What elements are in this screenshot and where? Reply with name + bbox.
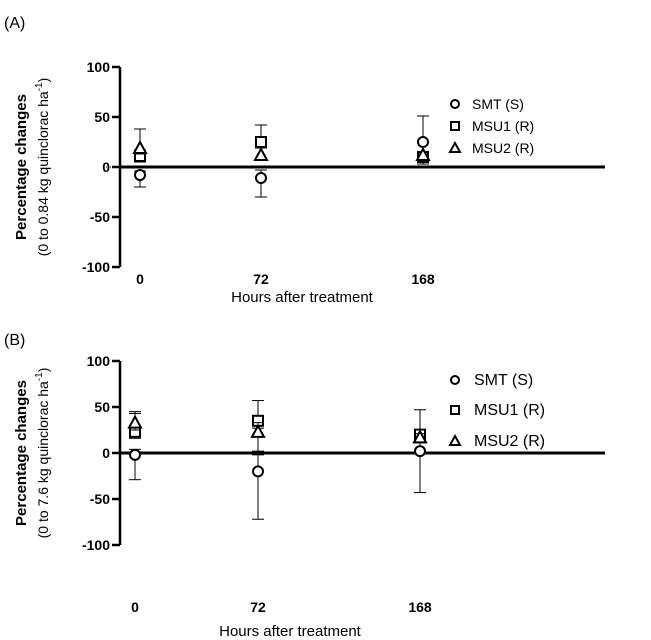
data-point-triangle [127,414,143,429]
legend-label: SMT (S) [472,96,524,112]
series-circle [134,115,429,198]
x-tick-label: 168 [408,599,432,615]
data-point-circle [129,448,141,461]
data-point-circle [414,445,426,458]
y-tick-label: -100 [82,537,110,553]
legend-label: MSU2 (R) [474,433,545,450]
series-triangle [132,128,431,161]
y-tick-label: 50 [94,109,110,125]
legend-label: SMT (S) [474,372,533,389]
data-point-circle [255,172,267,184]
data-point-circle [134,169,146,181]
x-tick-label: 0 [131,599,139,615]
legend-marker-square [450,121,460,131]
legend-marker-square [450,405,460,415]
data-point-triangle [250,423,266,438]
data-point-triangle [412,429,428,444]
data-point-triangle [415,146,431,161]
series-square [134,124,429,165]
y-tick-label: -50 [90,209,110,225]
series-square [129,400,426,441]
x-tick-label: 72 [250,599,266,615]
y-axis-label: Percentage changes [13,380,30,526]
y-axis-sublabel: (0 to 0.84 kg quinclorac ha-1) [34,78,51,257]
legend-label: MSU1 (R) [472,118,534,134]
legend-marker-circle [450,375,460,385]
y-tick-label: 100 [87,59,111,75]
y-tick-label: 0 [102,445,110,461]
data-point-circle [252,465,264,478]
x-tick-label: 72 [253,271,269,287]
legend-label: MSU1 (R) [474,402,545,419]
legend-marker-triangle [448,140,462,153]
y-tick-label: 100 [87,353,111,369]
chart-panel-b: (B) 100 50 0 -50 -100 0 72 168 Hours after treatm… [4,332,605,640]
y-axis-sublabel: (0 to 7.6 kg quinclorac ha-1) [34,368,51,539]
legend-label: MSU2 (R) [472,140,534,156]
x-axis-label: Hours after treatment [231,289,374,306]
series-triangle [127,412,428,456]
y-tick-label: 50 [94,399,110,415]
x-tick-label: 168 [411,271,435,287]
x-tick-label: 0 [136,271,144,287]
legend-marker-circle [450,99,460,109]
y-axis-label: Percentage changes [13,94,30,240]
data-point-circle [417,136,429,148]
data-point-triangle [253,146,269,161]
legend-marker-triangle [448,433,462,446]
panel-label: (A) [4,15,25,32]
y-tick-label: -50 [90,491,110,507]
x-axis-label: Hours after treatment [219,623,362,640]
data-point-square [255,136,267,148]
data-point-triangle [132,139,148,154]
series-circle [129,435,426,520]
y-tick-label: -100 [82,259,110,275]
panel-label: (B) [4,332,25,349]
